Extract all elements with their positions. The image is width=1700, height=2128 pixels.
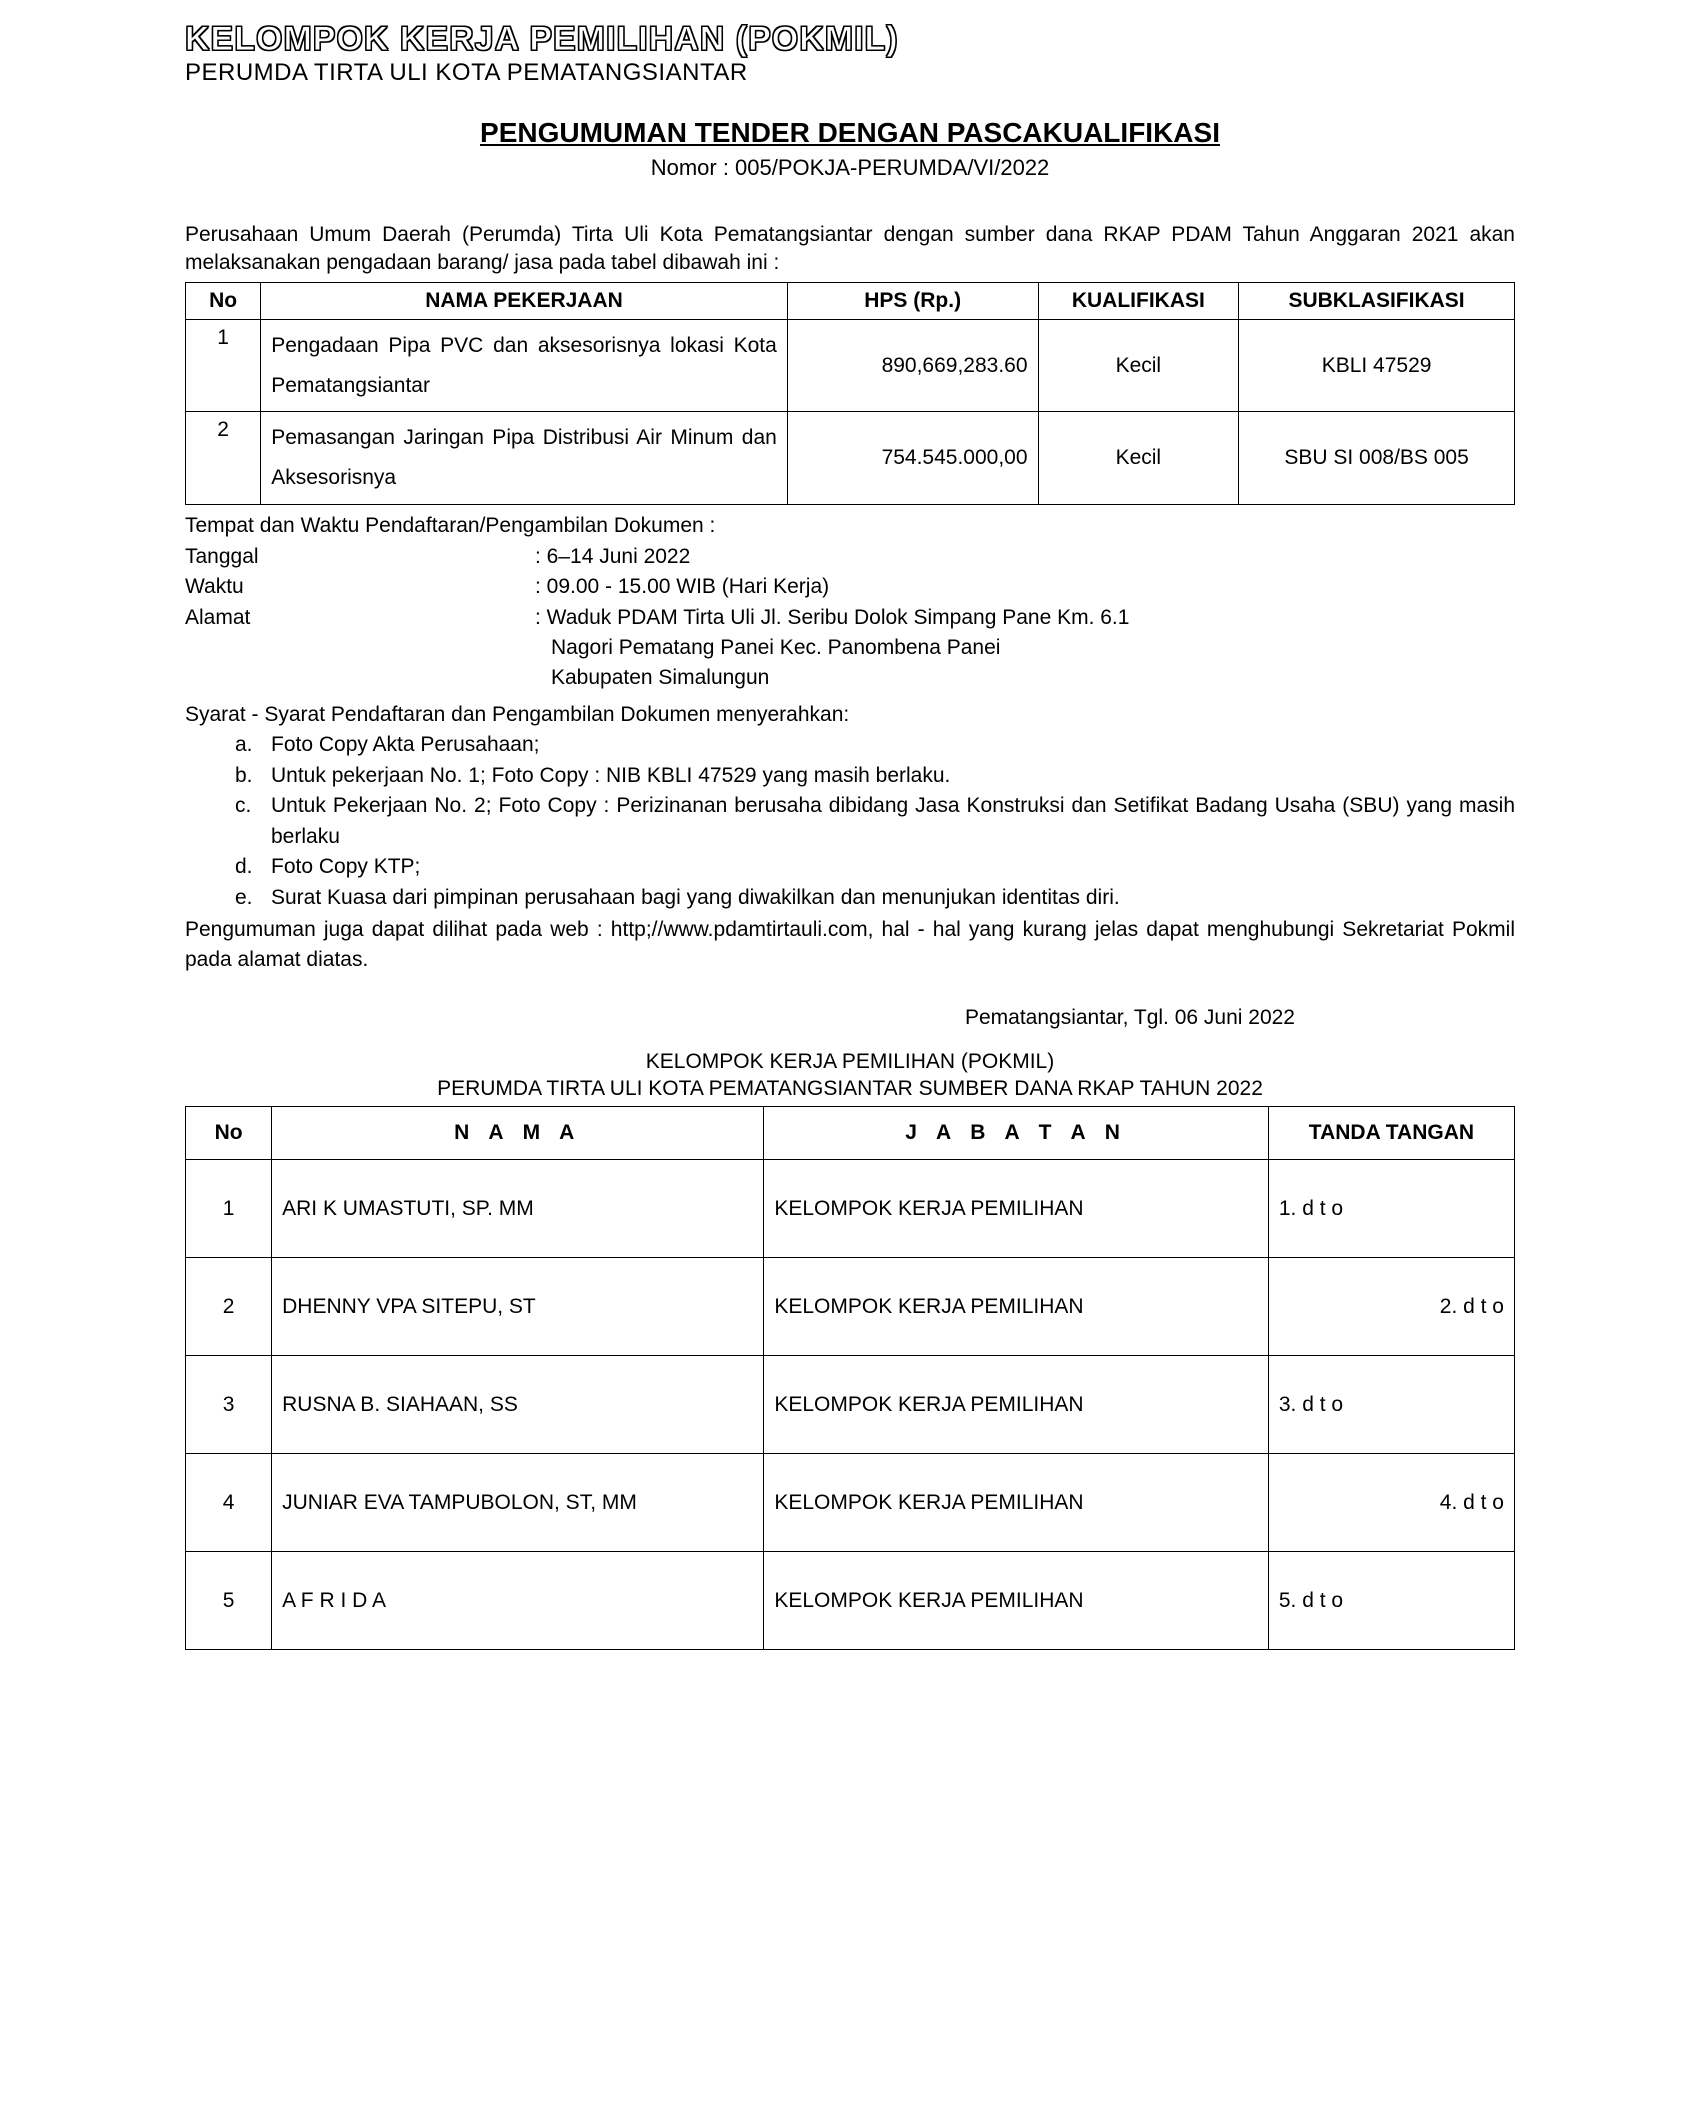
marker: e. bbox=[235, 883, 271, 913]
tanggal-value: : 6–14 Juni 2022 bbox=[535, 542, 1515, 572]
text: Untuk pekerjaan No. 1; Foto Copy : NIB K… bbox=[271, 761, 1515, 791]
cell-sub: SBU SI 008/BS 005 bbox=[1239, 412, 1515, 505]
cell-ttd: 3. d t o bbox=[1268, 1356, 1514, 1454]
cell-no: 4 bbox=[186, 1454, 272, 1552]
kv-waktu: Waktu : 09.00 - 15.00 WIB (Hari Kerja) bbox=[185, 572, 1515, 602]
kv-tanggal: Tanggal : 6–14 Juni 2022 bbox=[185, 542, 1515, 572]
waktu-value: : 09.00 - 15.00 WIB (Hari Kerja) bbox=[535, 572, 1515, 602]
th-hps: HPS (Rp.) bbox=[787, 282, 1038, 319]
cell-ttd: 2. d t o bbox=[1268, 1258, 1514, 1356]
waktu-label: Waktu bbox=[185, 572, 535, 602]
document-number: Nomor : 005/POKJA-PERUMDA/VI/2022 bbox=[185, 155, 1515, 181]
cell-no: 2 bbox=[186, 1258, 272, 1356]
cell-no: 1 bbox=[186, 1160, 272, 1258]
sig-row: 3 RUSNA B. SIAHAAN, SS KELOMPOK KERJA PE… bbox=[186, 1356, 1515, 1454]
pendaftaran-title: Tempat dan Waktu Pendaftaran/Pengambilan… bbox=[185, 511, 1515, 541]
intro-paragraph: Perusahaan Umum Daerah (Perumda) Tirta U… bbox=[185, 221, 1515, 278]
main-title: PENGUMUMAN TENDER DENGAN PASCAKUALIFIKAS… bbox=[185, 117, 1515, 149]
marker: b. bbox=[235, 761, 271, 791]
cell-nama: A F R I D A bbox=[272, 1552, 764, 1650]
syarat-item: a.Foto Copy Akta Perusahaan; bbox=[235, 730, 1515, 760]
marker: a. bbox=[235, 730, 271, 760]
syarat-title: Syarat - Syarat Pendaftaran dan Pengambi… bbox=[185, 700, 1515, 730]
sig-row: 2 DHENNY VPA SITEPU, ST KELOMPOK KERJA P… bbox=[186, 1258, 1515, 1356]
cell-jabatan: KELOMPOK KERJA PEMILIHAN bbox=[764, 1356, 1269, 1454]
text: Surat Kuasa dari pimpinan perusahaan bag… bbox=[271, 883, 1515, 913]
cell-hps: 754.545.000,00 bbox=[787, 412, 1038, 505]
cell-ttd: 1. d t o bbox=[1268, 1160, 1514, 1258]
cell-kual: Kecil bbox=[1038, 412, 1239, 505]
cell-sub: KBLI 47529 bbox=[1239, 319, 1515, 412]
place-date: Pematangsiantar, Tgl. 06 Juni 2022 bbox=[185, 1006, 1515, 1030]
alamat-line1: : Waduk PDAM Tirta Uli Jl. Seribu Dolok … bbox=[535, 603, 1515, 633]
footnote: Pengumuman juga dapat dilihat pada web :… bbox=[185, 915, 1515, 976]
syarat-item: d.Foto Copy KTP; bbox=[235, 852, 1515, 882]
cell-nama: JUNIAR EVA TAMPUBOLON, ST, MM bbox=[272, 1454, 764, 1552]
work-table: No NAMA PEKERJAAN HPS (Rp.) KUALIFIKASI … bbox=[185, 282, 1515, 506]
syarat-item: e.Surat Kuasa dari pimpinan perusahaan b… bbox=[235, 883, 1515, 913]
signature-table: No N A M A J A B A T A N TANDA TANGAN 1 … bbox=[185, 1106, 1515, 1650]
marker: c. bbox=[235, 791, 271, 852]
cell-jabatan: KELOMPOK KERJA PEMILIHAN bbox=[764, 1160, 1269, 1258]
signature-heading-2: PERUMDA TIRTA ULI KOTA PEMATANGSIANTAR S… bbox=[185, 1075, 1515, 1102]
syarat-item: c.Untuk Pekerjaan No. 2; Foto Copy : Per… bbox=[235, 791, 1515, 852]
cell-ttd: 4. d t o bbox=[1268, 1454, 1514, 1552]
th-kual: KUALIFIKASI bbox=[1038, 282, 1239, 319]
syarat-list: a.Foto Copy Akta Perusahaan; b.Untuk pek… bbox=[185, 730, 1515, 913]
marker: d. bbox=[235, 852, 271, 882]
document-header: KELOMPOK KERJA PEMILIHAN (POKMIL) PERUMD… bbox=[185, 20, 1515, 87]
cell-no: 1 bbox=[186, 319, 261, 412]
syarat-item: b.Untuk pekerjaan No. 1; Foto Copy : NIB… bbox=[235, 761, 1515, 791]
alamat-label: Alamat bbox=[185, 603, 535, 633]
cell-kual: Kecil bbox=[1038, 319, 1239, 412]
th-ttd: TANDA TANGAN bbox=[1268, 1107, 1514, 1160]
work-row: 2 Pemasangan Jaringan Pipa Distribusi Ai… bbox=[186, 412, 1515, 505]
cell-ttd: 5. d t o bbox=[1268, 1552, 1514, 1650]
th-nama: N A M A bbox=[272, 1107, 764, 1160]
alamat-line2: Nagori Pematang Panei Kec. Panombena Pan… bbox=[185, 633, 1515, 663]
kv-alamat: Alamat : Waduk PDAM Tirta Uli Jl. Seribu… bbox=[185, 603, 1515, 633]
text: Foto Copy KTP; bbox=[271, 852, 1515, 882]
th-nama: NAMA PEKERJAAN bbox=[261, 282, 788, 319]
text: Foto Copy Akta Perusahaan; bbox=[271, 730, 1515, 760]
cell-jabatan: KELOMPOK KERJA PEMILIHAN bbox=[764, 1454, 1269, 1552]
org-subtitle: PERUMDA TIRTA ULI KOTA PEMATANGSIANTAR bbox=[185, 59, 1515, 87]
cell-no: 2 bbox=[186, 412, 261, 505]
text: Untuk Pekerjaan No. 2; Foto Copy : Periz… bbox=[271, 791, 1515, 852]
sig-row: 1 ARI K UMASTUTI, SP. MM KELOMPOK KERJA … bbox=[186, 1160, 1515, 1258]
work-row: 1 Pengadaan Pipa PVC dan aksesorisnya lo… bbox=[186, 319, 1515, 412]
cell-nama: RUSNA B. SIAHAAN, SS bbox=[272, 1356, 764, 1454]
th-sub: SUBKLASIFIKASI bbox=[1239, 282, 1515, 319]
th-no: No bbox=[186, 282, 261, 319]
signature-heading-1: KELOMPOK KERJA PEMILIHAN (POKMIL) bbox=[185, 1048, 1515, 1075]
sig-row: 5 A F R I D A KELOMPOK KERJA PEMILIHAN 5… bbox=[186, 1552, 1515, 1650]
cell-jabatan: KELOMPOK KERJA PEMILIHAN bbox=[764, 1258, 1269, 1356]
cell-no: 3 bbox=[186, 1356, 272, 1454]
cell-nama: ARI K UMASTUTI, SP. MM bbox=[272, 1160, 764, 1258]
cell-nama: Pemasangan Jaringan Pipa Distribusi Air … bbox=[261, 412, 788, 505]
alamat-line3: Kabupaten Simalungun bbox=[185, 663, 1515, 693]
th-jabatan: J A B A T A N bbox=[764, 1107, 1269, 1160]
cell-nama: DHENNY VPA SITEPU, ST bbox=[272, 1258, 764, 1356]
org-title: KELOMPOK KERJA PEMILIHAN (POKMIL) bbox=[185, 20, 1515, 59]
cell-hps: 890,669,283.60 bbox=[787, 319, 1038, 412]
cell-no: 5 bbox=[186, 1552, 272, 1650]
sig-row: 4 JUNIAR EVA TAMPUBOLON, ST, MM KELOMPOK… bbox=[186, 1454, 1515, 1552]
cell-jabatan: KELOMPOK KERJA PEMILIHAN bbox=[764, 1552, 1269, 1650]
cell-nama: Pengadaan Pipa PVC dan aksesorisnya loka… bbox=[261, 319, 788, 412]
tanggal-label: Tanggal bbox=[185, 542, 535, 572]
th-no: No bbox=[186, 1107, 272, 1160]
